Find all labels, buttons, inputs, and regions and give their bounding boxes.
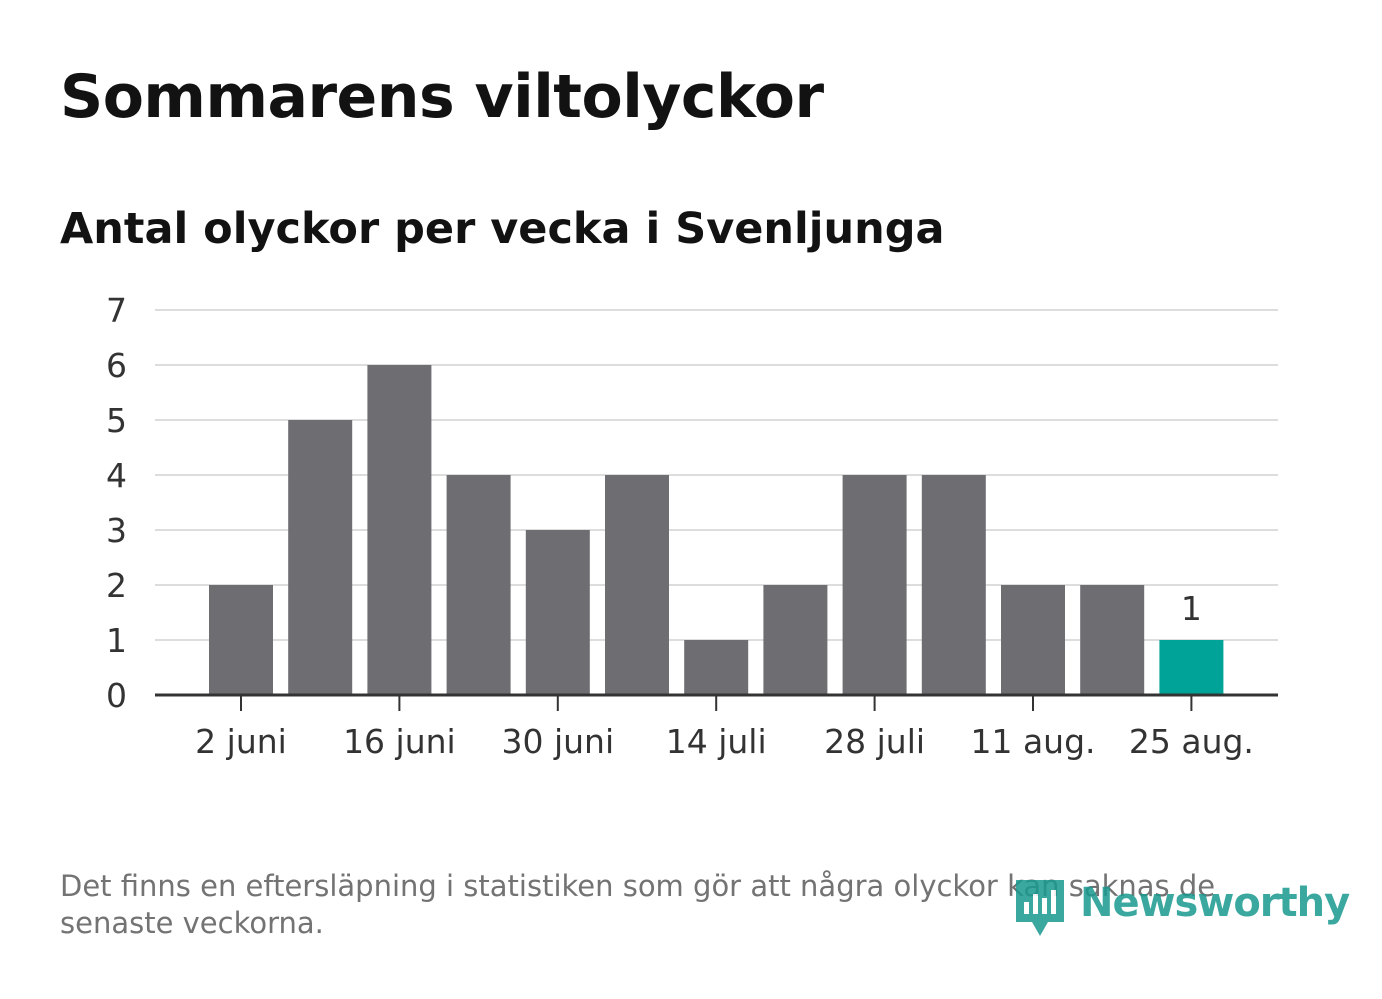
y-tick-label: 0 [106, 676, 127, 715]
y-axis-ticks: 0 1 2 3 4 5 6 7 [106, 291, 127, 715]
y-tick-label: 2 [106, 566, 127, 605]
chart-subtitle: Antal olyckor per vecka i Svenljunga [60, 204, 945, 254]
y-tick-label: 3 [106, 511, 127, 550]
data-label: 1 [1181, 589, 1202, 628]
x-axis-ticks: 2 juni 16 juni 30 juni 14 juli 28 juli 11 aug… [195, 695, 1254, 761]
bar [209, 585, 273, 695]
bar [525, 530, 590, 695]
x-tick-label: 2 juni [195, 722, 287, 761]
y-tick-label: 1 [106, 621, 127, 660]
chart-title: Sommarens viltolyckor [60, 62, 824, 132]
bar [921, 475, 986, 695]
bar [288, 420, 353, 695]
newsworthy-logo: Newsworthy [1012, 876, 1350, 942]
bar [684, 640, 749, 695]
bar [1159, 640, 1224, 695]
y-tick-label: 7 [106, 291, 127, 330]
bar [1001, 585, 1065, 695]
newsworthy-logo-icon [1016, 880, 1064, 936]
bar-chart: 0 1 2 3 4 5 6 7 2 juni 16 juni 30 juni 14 juli 28 j… [106, 291, 1278, 761]
bar [446, 475, 511, 695]
y-tick-label: 4 [106, 456, 127, 495]
x-tick-label: 30 juni [501, 722, 614, 761]
x-tick-label: 25 aug. [1129, 722, 1254, 761]
x-tick-label: 14 juli [666, 722, 767, 761]
bar [1080, 585, 1145, 695]
newsworthy-logo-text: Newsworthy [1080, 880, 1350, 926]
bar [842, 475, 907, 695]
x-tick-label: 11 aug. [970, 722, 1095, 761]
data-labels: 1 [1181, 589, 1202, 628]
y-tick-label: 6 [106, 346, 127, 385]
y-tick-label: 5 [106, 401, 127, 440]
x-tick-label: 16 juni [343, 722, 456, 761]
bar [605, 475, 669, 695]
bar [763, 585, 828, 695]
bar [367, 365, 432, 695]
bars [209, 365, 1224, 695]
x-tick-label: 28 juli [824, 722, 925, 761]
